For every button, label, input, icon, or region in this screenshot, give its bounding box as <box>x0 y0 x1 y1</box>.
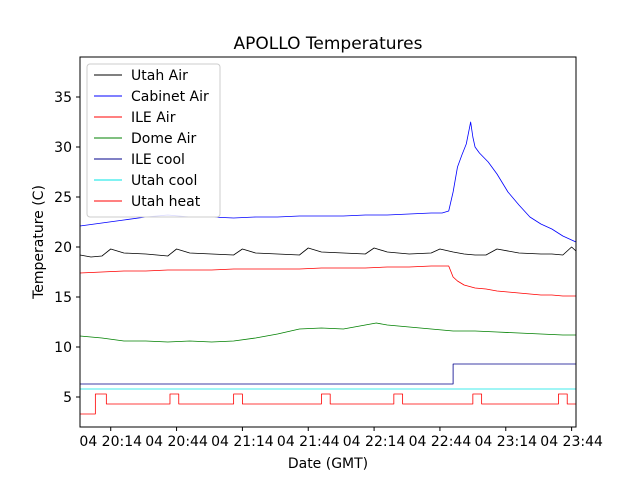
series-line-ile-air <box>79 265 576 297</box>
legend-label-utah-air: Utah Air <box>131 68 188 84</box>
legend-label-ile-cool: ILE cool <box>131 152 185 168</box>
x-tick-label: 04 20:14 <box>79 434 142 450</box>
legend-label-ile-air: ILE Air <box>131 110 176 126</box>
x-axis: 04 20:14 04 20:44 04 21:14 04 21:44 04 22:14… <box>79 427 603 450</box>
y-tick-label: 30 <box>54 140 72 156</box>
legend-label-dome-air: Dome Air <box>131 131 197 147</box>
legend-label-cabinet-air: Cabinet Air <box>131 89 209 105</box>
y-axis: 5 10 15 20 25 30 35 <box>54 90 80 406</box>
y-tick-label: 35 <box>54 90 72 106</box>
plot-frame <box>79 56 577 428</box>
x-tick-label: 04 22:44 <box>409 434 472 450</box>
x-axis-label: Date (GMT) <box>288 456 368 472</box>
x-tick-label: 04 21:14 <box>211 434 274 450</box>
legend-box <box>86 63 221 218</box>
legend: Utah Air Cabinet Air ILE Air Dome Air ILE co… <box>86 63 221 218</box>
y-tick-label: 15 <box>54 290 72 306</box>
series-line-dome-air <box>79 322 576 343</box>
x-tick-label: 04 23:44 <box>540 434 603 450</box>
x-tick-label: 04 23:14 <box>474 434 537 450</box>
y-tick-label: 20 <box>54 240 72 256</box>
chart-title: APOLLO Temperatures <box>234 34 423 54</box>
series-line-utah-heat <box>80 393 576 415</box>
y-axis-label: Temperature (C) <box>31 185 47 300</box>
y-tick-label: 25 <box>54 190 72 206</box>
legend-label-utah-heat: Utah heat <box>131 194 201 210</box>
x-tick-label: 04 20:44 <box>145 434 208 450</box>
y-tick-label: 5 <box>63 390 72 406</box>
x-tick-label: 04 22:14 <box>343 434 406 450</box>
series-line-utah-air <box>79 246 577 258</box>
legend-label-utah-cool: Utah cool <box>131 173 197 189</box>
y-tick-label: 10 <box>54 340 72 356</box>
series-line-ile-cool <box>80 363 576 385</box>
x-tick-label: 04 21:44 <box>277 434 340 450</box>
series-layer <box>79 121 577 415</box>
